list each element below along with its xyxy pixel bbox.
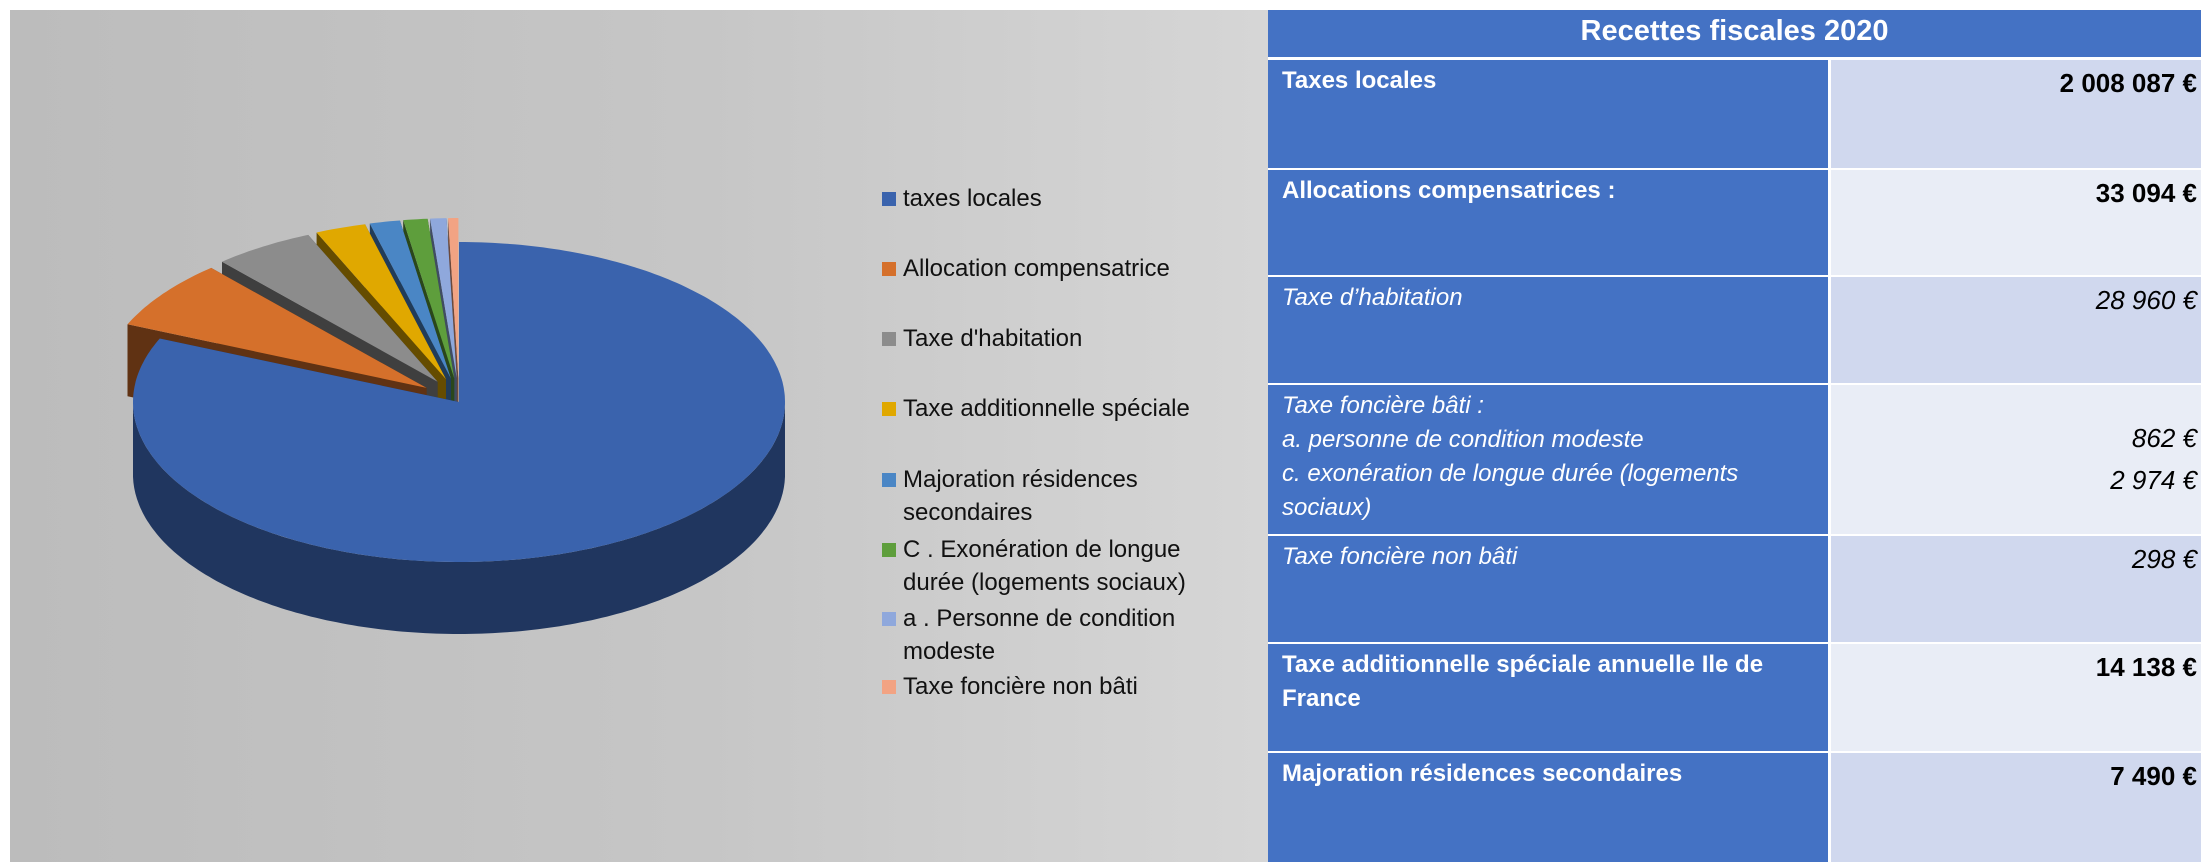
- legend-label: Majoration résidences secondaires: [903, 466, 1138, 526]
- legend-label: Allocation compensatrice: [903, 255, 1170, 282]
- row-value-text: 7 490 €: [2110, 761, 2197, 791]
- row-sublabel: a. personne de condition modeste: [1282, 426, 1644, 453]
- row-label: Majoration résidences secondaires: [1268, 753, 1828, 862]
- legend-item: a . Personne de condition modeste: [882, 602, 1223, 668]
- row-label: Taxe additionnelle spéciale annuelle Ile…: [1268, 644, 1828, 751]
- legend-label: C . Exonération de longue durée (logemen…: [903, 536, 1186, 596]
- row-value: 28 960 €: [1831, 277, 2201, 383]
- table-row: Taxe foncière bâti : a. personne de condi…: [1268, 385, 2201, 534]
- row-value-text: 298 €: [2131, 544, 2197, 574]
- legend-item: Allocation compensatrice: [882, 252, 1223, 285]
- legend-swatch: [882, 262, 896, 276]
- slice: [316, 224, 446, 380]
- row-label: Taxe foncière bâti : a. personne de condi…: [1268, 385, 1828, 534]
- legend-label: Taxe foncière non bâti: [903, 673, 1138, 700]
- legend-label: taxes locales: [903, 185, 1042, 212]
- row-label: Taxes locales: [1268, 60, 1828, 168]
- slice: [369, 220, 451, 379]
- legend-swatch: [882, 402, 896, 416]
- row-label-text: Majoration résidences secondaires: [1282, 760, 1683, 787]
- row-value-text: 14 138 €: [2095, 652, 2197, 682]
- row-label-text: Taxe d’habitation: [1282, 284, 1463, 311]
- legend-swatch: [882, 680, 896, 694]
- row-value: 33 094 €: [1831, 170, 2201, 275]
- row-value: 7 490 €: [1831, 753, 2201, 862]
- pie-chart: [127, 218, 785, 634]
- table-row: Allocations compensatrices : 33 094 €: [1268, 170, 2201, 275]
- table-row: Taxe additionnelle spéciale annuelle Ile…: [1268, 644, 2201, 751]
- legend-item: Majoration résidences secondaires: [882, 463, 1223, 529]
- chart-area: taxes locales Allocation compensatrice Tax…: [10, 10, 1268, 862]
- legend-swatch: [882, 192, 896, 206]
- row-value-text: 28 960 €: [2095, 285, 2197, 315]
- slice: [448, 218, 459, 378]
- slice: [133, 242, 785, 562]
- legend-swatch: [882, 612, 896, 626]
- table-row: Taxes locales 2 008 087 €: [1268, 60, 2201, 168]
- legend-label: Taxe additionnelle spéciale: [903, 395, 1190, 422]
- slice: [222, 234, 438, 382]
- row-label-text: Allocations compensatrices :: [1282, 177, 1616, 204]
- slice: [127, 267, 427, 388]
- legend-item: taxes locales: [882, 182, 1223, 215]
- row-value-text: 2 974 €: [2110, 465, 2197, 495]
- legend-swatch: [882, 473, 896, 487]
- legend-item: Taxe additionnelle spéciale: [882, 392, 1223, 425]
- row-value: 862 € 2 974 €: [1831, 385, 2201, 534]
- table-title: Recettes fiscales 2020: [1268, 10, 2201, 57]
- legend-item: C . Exonération de longue durée (logemen…: [882, 533, 1223, 599]
- table-row: Majoration résidences secondaires 7 490 €: [1268, 753, 2201, 862]
- row-label-text: Taxe additionnelle spéciale annuelle Ile…: [1282, 651, 1764, 712]
- row-label-text: Taxe foncière non bâti: [1282, 543, 1518, 570]
- legend-item: Taxe foncière non bâti: [882, 670, 1223, 703]
- legend-swatch: [882, 543, 896, 557]
- row-value: 14 138 €: [1831, 644, 2201, 751]
- table: Recettes fiscales 2020 Taxes locales 2 00…: [1268, 10, 2201, 862]
- row-label: Taxe foncière non bâti: [1268, 536, 1828, 642]
- row-label-text: Taxe foncière bâti :: [1282, 392, 1484, 419]
- row-label: Allocations compensatrices :: [1268, 170, 1828, 275]
- legend-item: Taxe d'habitation: [882, 322, 1223, 355]
- table-row: Taxe d’habitation 28 960 €: [1268, 277, 2201, 383]
- legend-label: a . Personne de condition modeste: [903, 605, 1176, 665]
- row-label-text: Taxes locales: [1282, 67, 1437, 94]
- slice: [430, 218, 457, 378]
- row-sublabel: c. exonération de longue durée (logement…: [1282, 460, 1739, 521]
- row-value: 2 008 087 €: [1831, 60, 2201, 168]
- row-label: Taxe d’habitation: [1268, 277, 1828, 383]
- row-value-text: 862 €: [2131, 423, 2197, 453]
- legend-swatch: [882, 332, 896, 346]
- slice: [403, 218, 455, 379]
- row-value-text: 33 094 €: [2095, 178, 2197, 208]
- row-value-text: 2 008 087 €: [2059, 68, 2197, 98]
- table-row: Taxe foncière non bâti 298 €: [1268, 536, 2201, 642]
- row-value: 298 €: [1831, 536, 2201, 642]
- slice-side: [133, 402, 785, 634]
- legend-label: Taxe d'habitation: [903, 325, 1083, 352]
